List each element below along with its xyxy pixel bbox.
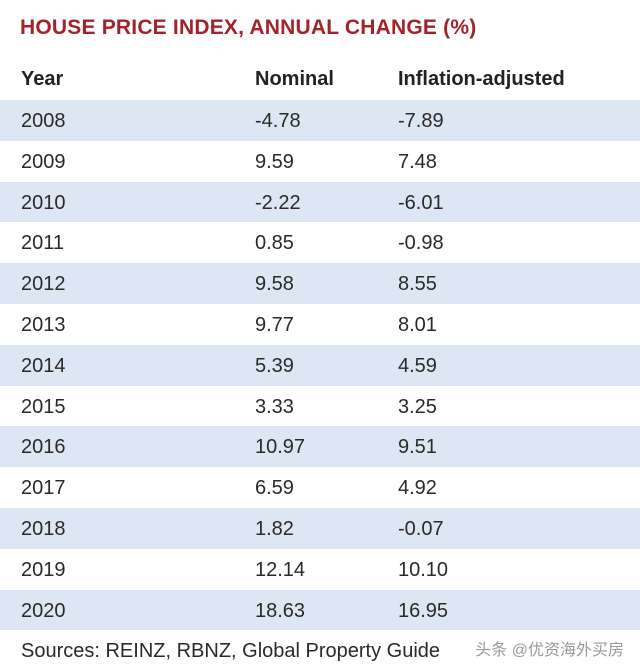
table-row: 2012 9.58 8.55 <box>0 263 640 304</box>
nominal-cell: 12.14 <box>255 558 306 581</box>
nominal-cell: -4.78 <box>255 110 301 132</box>
nominal-cell: 9.58 <box>255 273 294 296</box>
nominal-cell: 9.59 <box>255 150 294 173</box>
source-note: Sources: REINZ, RBNZ, Global Property Gu… <box>21 640 441 662</box>
inflation-adjusted-cell: 8.55 <box>398 273 437 296</box>
table-row: 2015 3.33 3.25 <box>0 385 640 427</box>
inflation-adjusted-cell: 10.10 <box>398 558 449 581</box>
year-cell: 2013 <box>21 314 66 336</box>
table-row: 2013 9.77 8.01 <box>0 304 640 345</box>
nominal-cell: 1.82 <box>255 518 294 540</box>
table-row: 2010 -2.22 -6.01 <box>0 181 640 223</box>
table-row: 2016 10.97 9.51 <box>0 426 640 468</box>
year-cell: 2018 <box>21 518 66 540</box>
year-cell: 2012 <box>21 273 66 296</box>
year-cell: 2015 <box>21 395 66 418</box>
inflation-adjusted-cell: 4.59 <box>398 354 437 377</box>
year-cell: 2016 <box>21 436 66 459</box>
table-title: HOUSE PRICE INDEX, ANNUAL CHANGE (%) <box>20 16 477 39</box>
header-year: Year <box>21 68 64 90</box>
table-row: 2008 -4.78 -7.89 <box>0 100 640 141</box>
inflation-adjusted-cell: 7.48 <box>398 150 437 173</box>
nominal-cell: 10.97 <box>255 436 306 459</box>
table-row: 2017 6.59 4.92 <box>0 467 640 508</box>
year-cell: 2008 <box>21 110 66 132</box>
year-cell: 2014 <box>21 354 66 377</box>
nominal-cell: 5.39 <box>255 354 294 377</box>
nominal-cell: 3.33 <box>255 395 294 418</box>
nominal-cell: 6.59 <box>255 477 294 500</box>
nominal-cell: 0.85 <box>255 232 294 255</box>
inflation-adjusted-cell: 16.95 <box>398 599 449 622</box>
year-cell: 2017 <box>21 477 66 500</box>
year-cell: 2011 <box>21 232 65 255</box>
header-nominal: Nominal <box>255 68 334 90</box>
year-cell: 2020 <box>21 599 66 622</box>
year-cell: 2009 <box>21 150 66 173</box>
nominal-cell: 18.63 <box>255 599 306 622</box>
table-row: 2009 9.59 7.48 <box>0 140 640 182</box>
table-row: 2018 1.82 -0.07 <box>0 508 640 549</box>
table-row: 2011 0.85 -0.98 <box>0 222 640 264</box>
watermark-text: 头条 @优资海外买房 <box>475 642 624 659</box>
year-cell: 2019 <box>21 558 66 581</box>
inflation-adjusted-cell: -6.01 <box>398 191 444 214</box>
inflation-adjusted-cell: -0.07 <box>398 518 444 540</box>
inflation-adjusted-cell: -0.98 <box>398 232 444 255</box>
table-row: 2020 18.63 16.95 <box>0 589 640 631</box>
header-inflation-adjusted: Inflation-adjusted <box>398 68 565 90</box>
year-cell: 2010 <box>21 191 66 214</box>
inflation-adjusted-cell: 3.25 <box>398 395 437 418</box>
table-header-row: Year Nominal Inflation-adjusted <box>0 58 640 100</box>
inflation-adjusted-cell: 9.51 <box>398 436 437 459</box>
inflation-adjusted-cell: 8.01 <box>398 314 437 336</box>
nominal-cell: -2.22 <box>255 191 301 214</box>
table-row: 2014 5.39 4.59 <box>0 344 640 386</box>
inflation-adjusted-cell: 4.92 <box>398 477 437 500</box>
inflation-adjusted-cell: -7.89 <box>398 110 444 132</box>
table-row: 2019 12.14 10.10 <box>0 548 640 590</box>
nominal-cell: 9.77 <box>255 314 294 336</box>
